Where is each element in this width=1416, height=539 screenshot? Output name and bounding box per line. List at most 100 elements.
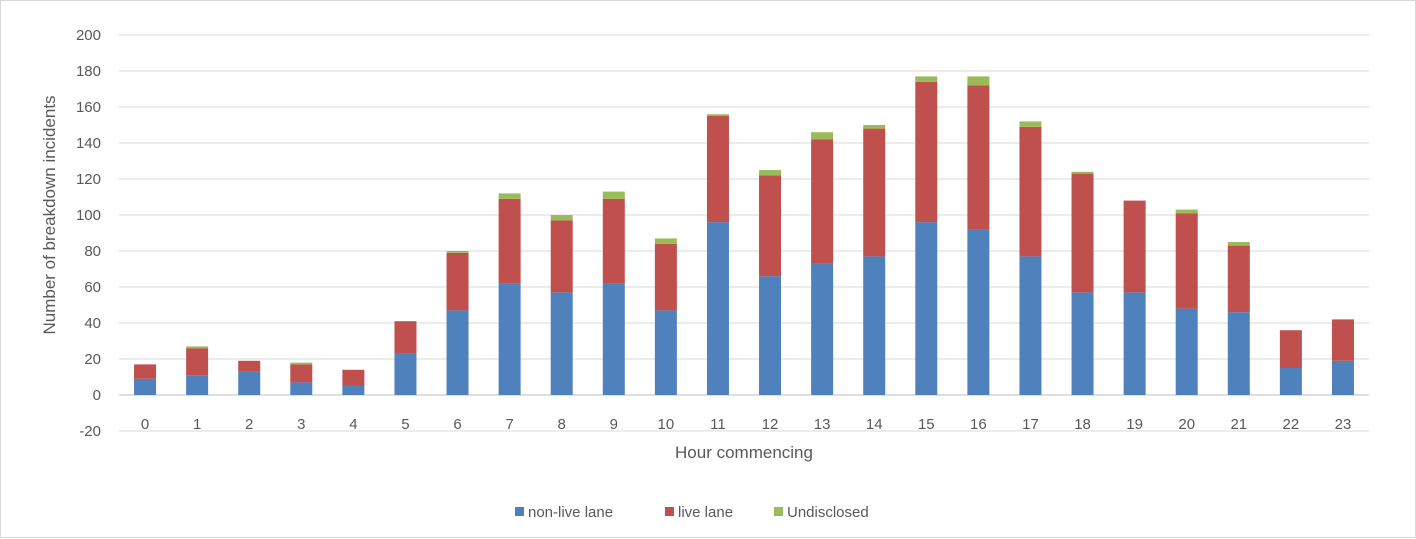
x-tick-label: 6 bbox=[453, 416, 461, 433]
bar-segment-undisclosed bbox=[1227, 242, 1250, 246]
legend-label: non-live lane bbox=[528, 504, 613, 521]
bar-segment-non-live-lane bbox=[863, 256, 886, 395]
bar-segment-live-lane bbox=[1279, 330, 1302, 368]
x-tick-label: 7 bbox=[505, 416, 513, 433]
bar-segment-live-lane bbox=[654, 243, 677, 311]
bar-segment-live-lane bbox=[602, 198, 625, 284]
x-tick-label: 18 bbox=[1074, 416, 1091, 433]
bar-segment-undisclosed bbox=[1071, 171, 1094, 174]
bar-segment-undisclosed bbox=[654, 238, 677, 244]
y-tick-label: 0 bbox=[93, 387, 101, 404]
x-tick-label: 17 bbox=[1022, 416, 1039, 433]
bar-segment-non-live-lane bbox=[1071, 292, 1094, 395]
bar-segment-non-live-lane bbox=[290, 382, 313, 395]
bar-segment-live-lane bbox=[915, 81, 938, 223]
bar-segment-undisclosed bbox=[915, 76, 938, 82]
bar-segment-live-lane bbox=[394, 321, 417, 354]
bars bbox=[134, 76, 1354, 395]
y-tick-labels: -20 0 20 40 60 80 100 120 140 160 180 200 bbox=[76, 27, 101, 440]
bar-segment-non-live-lane bbox=[967, 229, 990, 395]
x-tick-label: 12 bbox=[762, 416, 779, 433]
y-tick-label: 200 bbox=[76, 27, 101, 44]
bar-segment-non-live-lane bbox=[394, 353, 417, 395]
bar-segment-undisclosed bbox=[446, 251, 469, 253]
bar-segment-non-live-lane bbox=[706, 222, 729, 395]
x-axis-title: Hour commencing bbox=[675, 443, 813, 462]
y-tick-label: 60 bbox=[84, 279, 101, 296]
x-tick-label: 11 bbox=[710, 416, 726, 433]
legend-swatch bbox=[515, 507, 524, 516]
bar-segment-non-live-lane bbox=[1227, 312, 1250, 395]
bar-segment-undisclosed bbox=[967, 76, 990, 86]
x-tick-label: 10 bbox=[658, 416, 675, 433]
bar-segment-undisclosed bbox=[1175, 209, 1198, 214]
bar-segment-non-live-lane bbox=[1019, 256, 1042, 395]
bar-segment-live-lane bbox=[1123, 200, 1146, 293]
y-tick-label: 20 bbox=[84, 351, 101, 368]
legend-swatch bbox=[774, 507, 783, 516]
x-tick-label: 1 bbox=[193, 416, 201, 433]
y-tick-label: 100 bbox=[76, 207, 101, 224]
x-tick-label: 5 bbox=[401, 416, 409, 433]
bar-segment-non-live-lane bbox=[550, 292, 573, 395]
y-axis-title: Number of breakdown incidents bbox=[40, 95, 59, 334]
bar-segment-live-lane bbox=[1331, 319, 1354, 361]
bar-segment-non-live-lane bbox=[654, 310, 677, 395]
y-tick-label: 160 bbox=[76, 99, 101, 116]
bar-segment-live-lane bbox=[1019, 126, 1042, 257]
bar-segment-live-lane bbox=[967, 85, 990, 230]
bar-segment-live-lane bbox=[706, 116, 729, 223]
bar-segment-non-live-lane bbox=[811, 263, 834, 395]
x-tick-label: 3 bbox=[297, 416, 305, 433]
bar-segment-undisclosed bbox=[706, 114, 729, 116]
bar-segment-live-lane bbox=[290, 364, 313, 383]
bar-segment-non-live-lane bbox=[1331, 360, 1354, 395]
bar-segment-live-lane bbox=[186, 348, 209, 376]
x-tick-label: 16 bbox=[970, 416, 987, 433]
bar-segment-live-lane bbox=[238, 360, 261, 372]
bar-segment-undisclosed bbox=[1019, 121, 1042, 127]
x-tick-label: 9 bbox=[610, 416, 618, 433]
bar-segment-non-live-lane bbox=[498, 283, 521, 395]
x-tick-label: 22 bbox=[1283, 416, 1300, 433]
bar-segment-non-live-lane bbox=[238, 371, 261, 395]
bar-segment-live-lane bbox=[1071, 173, 1094, 293]
bar-segment-non-live-lane bbox=[342, 386, 365, 395]
bar-segment-non-live-lane bbox=[1123, 292, 1146, 395]
bar-segment-live-lane bbox=[134, 364, 157, 379]
bar-segment-live-lane bbox=[1227, 245, 1250, 313]
x-tick-label: 19 bbox=[1126, 416, 1143, 433]
y-tick-label: 40 bbox=[84, 315, 101, 332]
bar-segment-non-live-lane bbox=[1279, 368, 1302, 395]
x-tick-label: 4 bbox=[349, 416, 357, 433]
bar-segment-live-lane bbox=[550, 220, 573, 293]
bar-segment-live-lane bbox=[759, 175, 782, 277]
bar-segment-live-lane bbox=[446, 252, 469, 311]
bar-segment-non-live-lane bbox=[446, 310, 469, 395]
x-tick-label: 8 bbox=[558, 416, 566, 433]
bar-segment-undisclosed bbox=[290, 362, 313, 365]
x-tick-label: 21 bbox=[1230, 416, 1247, 433]
y-tick-label: -20 bbox=[79, 423, 101, 440]
y-tick-label: 180 bbox=[76, 63, 101, 80]
y-tick-label: 120 bbox=[76, 171, 101, 188]
x-tick-label: 20 bbox=[1178, 416, 1195, 433]
bar-segment-undisclosed bbox=[863, 125, 886, 129]
bar-segment-live-lane bbox=[863, 128, 886, 257]
bar-segment-undisclosed bbox=[811, 132, 834, 140]
bar-segment-undisclosed bbox=[498, 193, 521, 199]
bar-segment-non-live-lane bbox=[602, 283, 625, 395]
y-tick-label: 140 bbox=[76, 135, 101, 152]
legend-swatch bbox=[665, 507, 674, 516]
y-tick-label: 80 bbox=[84, 243, 101, 260]
bar-segment-undisclosed bbox=[550, 215, 573, 221]
bar-segment-non-live-lane bbox=[186, 375, 209, 395]
gridlines bbox=[119, 34, 1369, 432]
bar-segment-live-lane bbox=[1175, 213, 1198, 309]
bar-segment-non-live-lane bbox=[1175, 308, 1198, 395]
bar-segment-undisclosed bbox=[759, 170, 782, 176]
bar-segment-live-lane bbox=[811, 139, 834, 264]
bar-segment-non-live-lane bbox=[915, 222, 938, 395]
bar-segment-non-live-lane bbox=[759, 276, 782, 395]
